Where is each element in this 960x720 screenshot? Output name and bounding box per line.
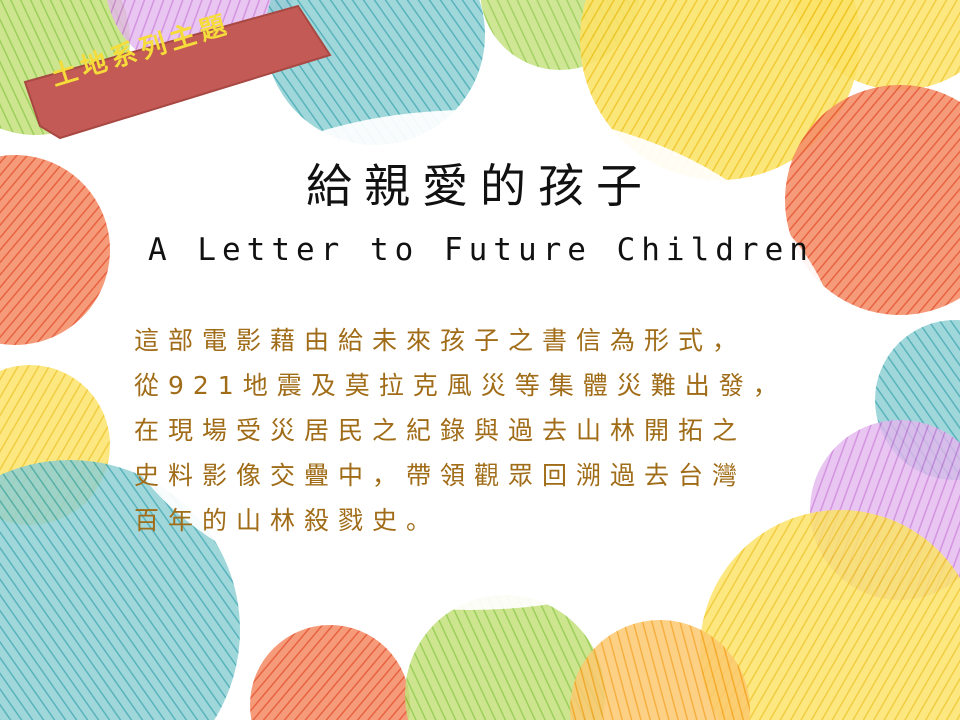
description-line: 這部電影藉由給未來孩子之書信為形式， [134,326,747,355]
description-text: 這部電影藉由給未來孩子之書信為形式， 從921地震及莫拉克風災等集體災難出發， … [134,318,814,543]
scribble-ball [791,0,960,90]
scribble-ball [580,0,860,180]
title-chinese: 給親愛的孩子 [306,159,654,213]
scribble-ball [405,595,605,720]
description-line: 從921地震及莫拉克風災等集體災難出發， [134,371,787,400]
scribble-ball [570,620,750,720]
scribble-ball [700,510,960,720]
description-line: 史料影像交疊中，帶領觀眾回溯過去台灣 [134,461,747,490]
scribble-ball [785,85,960,315]
scribble-ball [0,460,240,720]
title-english: A Letter to Future Children [148,232,814,268]
scribble-ball [0,155,110,345]
description-line: 在現場受災居民之紀錄與過去山林開拓之 [134,416,747,445]
scribble-ball [250,625,410,720]
description-line: 百年的山林殺戮史。 [134,506,441,535]
